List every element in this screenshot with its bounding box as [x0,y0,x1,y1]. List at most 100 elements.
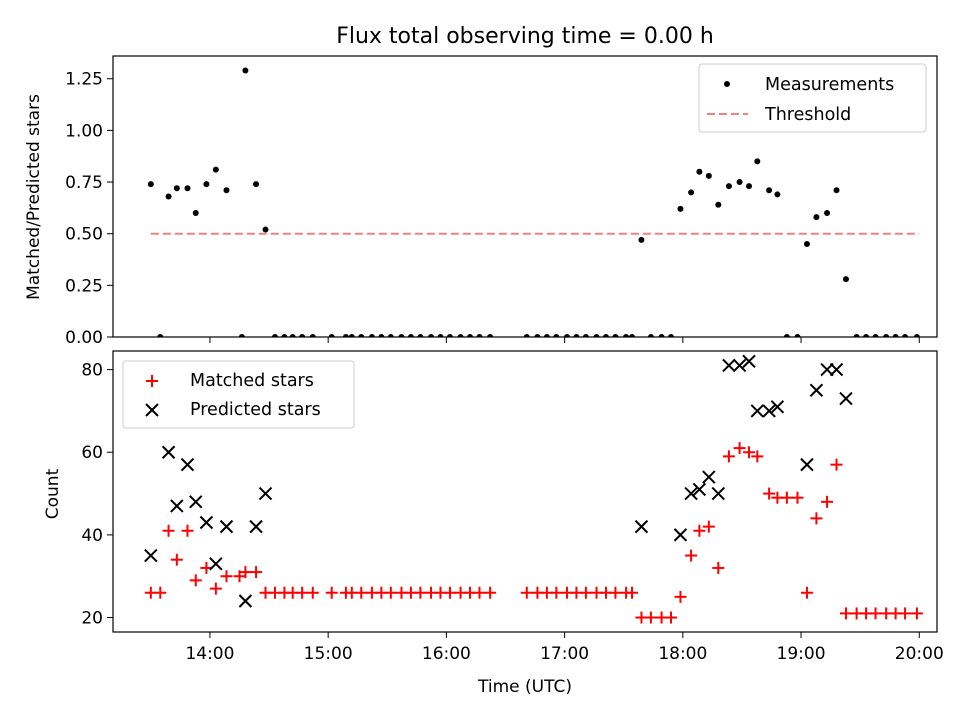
bottom-legend-frame [122,360,355,429]
top-legend-frame [698,63,927,133]
predicted-star-point [684,486,698,501]
legend-measurements-marker [724,81,730,87]
measurement-point [794,334,801,337]
predicted-star-point [762,404,776,418]
predicted-star-point [144,548,158,563]
predicted-star-point [839,391,853,406]
measurement-point [563,334,570,337]
predicted-star-point [189,495,203,509]
measurement-point [223,187,230,194]
predicted-star-point [711,486,725,501]
predicted-star-point [702,470,716,484]
bottom-xtick-label: 18:00 [658,644,707,664]
measurement-point [289,334,296,337]
matched-star-point [665,611,678,624]
predicted-star-point [170,499,184,513]
top-ytick-label: 1.25 [65,70,103,90]
matched-star-point [733,442,746,455]
bottom-xtick-label: 20:00 [895,644,944,664]
matched-star-point [355,586,368,599]
measurement-point [913,334,920,337]
bottom-xtick-label: 14:00 [185,644,234,664]
predicted-star-point [209,557,223,571]
matched-star-point [384,586,397,599]
measurement-point [715,201,722,208]
measurement-point [863,334,870,337]
predicted-star-point [258,486,273,501]
measurement-point [407,334,414,337]
measurement-point [368,334,375,337]
measurement-point [725,183,732,190]
measurement-point [378,334,385,337]
measurement-point [543,334,550,337]
bottom-chart-ylabel: Count [43,468,63,519]
bottom-xtick-label: 16:00 [422,644,471,664]
top-ytick-label: 1.00 [65,121,103,141]
predicted-star-point [722,358,736,373]
predicted-star-point [820,362,834,377]
matched-star-point [220,570,233,583]
bottom-ytick-label: 60 [81,443,103,463]
matched-star-point [685,549,698,562]
matched-star-point [674,590,687,603]
measurement-point [602,334,609,337]
predicted-star-point [800,457,814,472]
measurement-point [192,210,199,217]
matched-star-point [170,553,183,566]
measurement-point [853,334,860,337]
matched-star-point [800,586,813,599]
bottom-legend: Matched stars Predicted stars [122,360,355,429]
measurement-point [783,334,790,337]
measurement-point [534,334,541,337]
legend-matched-label: Matched stars [190,371,314,391]
measurement-point [309,334,316,337]
measurement-point [203,181,210,188]
measurement-point [677,205,684,212]
predicted-star-point [770,400,785,414]
matched-star-point [830,458,843,471]
measurement-point [573,334,580,337]
matched-star-point [296,586,309,599]
measurement-point [165,193,172,200]
measurements-series [147,67,920,337]
bottom-ytick-label: 20 [81,609,103,629]
measurement-point [766,187,773,194]
matched-star-point [693,524,706,537]
measurement-point [623,334,630,337]
predicted-star-point [742,354,756,369]
measurement-point [428,334,435,337]
measurement-point [833,187,840,194]
predicted-star-point [180,457,195,472]
measurement-point [281,334,288,337]
matched-star-point [810,512,823,525]
matched-star-point [306,586,319,599]
matched-star-point [162,524,175,537]
bottom-xtick-label: 19:00 [777,644,826,664]
measurement-point [238,334,245,337]
matched-star-point [414,586,427,599]
measurement-point [157,334,164,337]
measurement-point [705,172,712,179]
matched-star-point [609,586,622,599]
measurement-point [342,334,349,337]
measurement-point [736,179,743,186]
measurement-point [658,334,665,337]
predicted-star-point [634,519,649,534]
measurement-point [628,334,635,337]
matched-star-point [791,491,804,504]
bottom-chart-xlabel: Time (UTC) [477,677,572,697]
measurement-point [271,334,278,337]
bottom-xtick-label: 15:00 [304,644,353,664]
measurement-point [184,185,191,192]
matched-star-point [250,566,263,579]
measurement-point [746,183,753,190]
measurement-point [242,67,249,74]
bottom-axes-frame [112,350,938,633]
measurement-point [173,185,180,192]
matched-star-point [910,607,923,620]
matched-star-point [154,586,167,599]
legend-matched-marker [146,375,158,387]
measurement-point [253,181,260,188]
matched-star-point [712,561,725,574]
matched-star-point [239,566,252,579]
